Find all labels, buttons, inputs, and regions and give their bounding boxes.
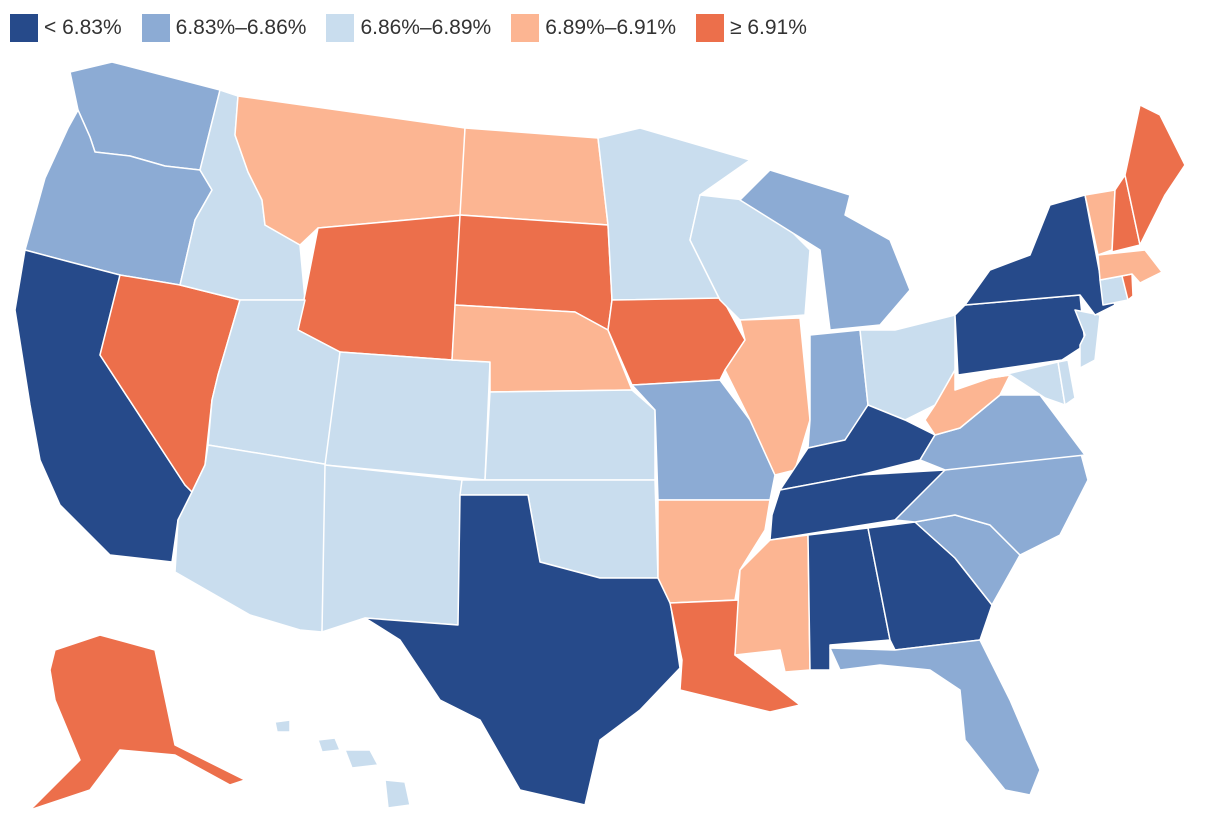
state-ny[interactable] <box>964 194 1116 316</box>
state-fl[interactable] <box>829 639 1041 796</box>
state-hi-2[interactable] <box>317 737 341 753</box>
legend-label: 6.83%–6.86% <box>175 16 307 39</box>
state-ma[interactable] <box>1097 249 1163 284</box>
state-ia[interactable] <box>607 297 746 386</box>
state-tx[interactable] <box>364 494 681 806</box>
legend-swatch <box>696 14 724 42</box>
map-legend: < 6.83% 6.83%–6.86% 6.86%–6.89% 6.89%–6.… <box>10 14 827 42</box>
legend-item-2: 6.83%–6.86% <box>141 14 307 42</box>
state-me[interactable] <box>1124 104 1186 246</box>
state-mo[interactable] <box>631 379 776 501</box>
legend-label: < 6.83% <box>44 16 122 39</box>
state-de[interactable] <box>1057 359 1076 406</box>
legend-swatch <box>326 14 355 42</box>
state-hi-3[interactable] <box>344 749 379 769</box>
legend-item-5: ≥ 6.91% <box>696 14 807 42</box>
legend-item-3: 6.86%–6.89% <box>326 14 491 42</box>
state-nd[interactable] <box>459 127 609 226</box>
state-mi[interactable] <box>739 169 911 331</box>
legend-item-1: < 6.83% <box>10 14 122 42</box>
legend-label: 6.89%–6.91% <box>545 16 676 39</box>
legend-swatch <box>10 14 38 42</box>
legend-label: ≥ 6.91% <box>730 16 807 39</box>
state-ar[interactable] <box>657 499 771 604</box>
state-wv[interactable] <box>924 369 1011 436</box>
legend-swatch <box>511 14 540 42</box>
state-nj[interactable] <box>1074 309 1101 369</box>
legend-label: 6.86%–6.89% <box>360 16 492 39</box>
state-il[interactable] <box>724 317 811 476</box>
legend-item-4: 6.89%–6.91% <box>511 14 676 42</box>
state-co[interactable] <box>324 351 491 481</box>
state-wy[interactable] <box>297 214 463 361</box>
legend-swatch <box>141 14 170 42</box>
state-ks[interactable] <box>484 389 656 481</box>
state-nm[interactable] <box>321 464 463 633</box>
state-ak[interactable] <box>29 634 246 811</box>
state-hi-1[interactable] <box>274 719 291 733</box>
state-hi-4[interactable] <box>384 779 411 809</box>
